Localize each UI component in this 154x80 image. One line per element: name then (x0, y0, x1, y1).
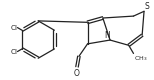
Text: Cl: Cl (10, 49, 17, 55)
Text: N: N (104, 31, 109, 40)
Text: O: O (74, 69, 80, 78)
Text: CH$_3$: CH$_3$ (134, 54, 148, 63)
Text: Cl: Cl (10, 25, 17, 31)
Text: S: S (145, 2, 150, 11)
